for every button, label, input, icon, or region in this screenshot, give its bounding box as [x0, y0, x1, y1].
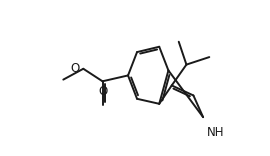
Text: NH: NH: [207, 126, 225, 139]
Text: O: O: [98, 85, 107, 98]
Text: O: O: [70, 62, 79, 75]
